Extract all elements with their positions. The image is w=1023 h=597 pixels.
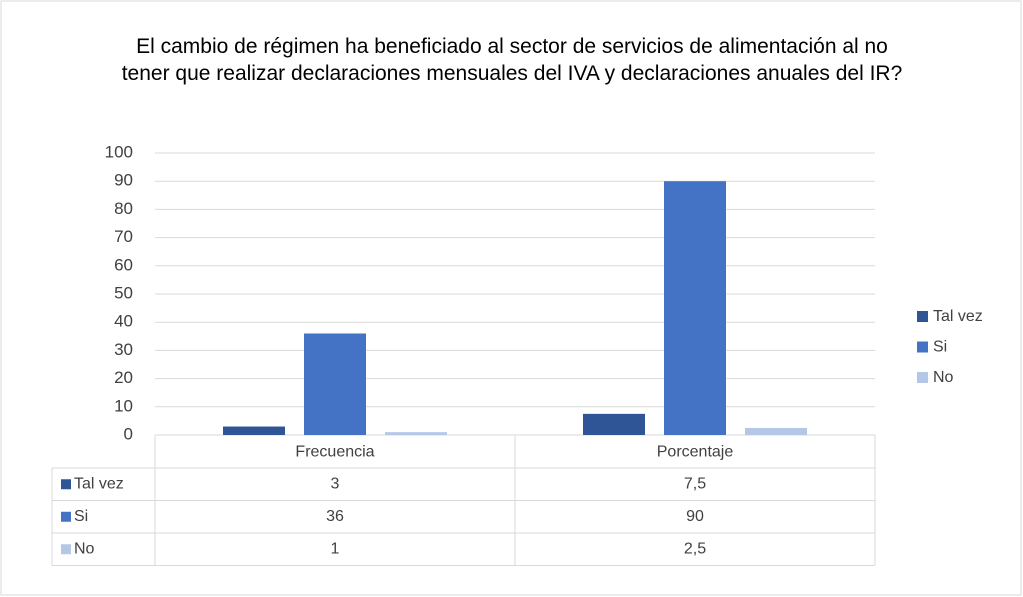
table-legend-swatch <box>61 511 71 522</box>
bar <box>223 426 285 435</box>
legend-swatch <box>917 311 928 322</box>
y-tick-label: 20 <box>114 368 133 387</box>
y-tick-label: 10 <box>114 396 133 415</box>
table-cell: 2,5 <box>684 540 706 557</box>
bar <box>745 427 807 435</box>
bar <box>664 181 726 435</box>
table-cell: 7,5 <box>684 475 706 492</box>
table-cell: 90 <box>686 508 704 525</box>
legend-swatch <box>917 372 928 383</box>
x-tick-label: Porcentaje <box>657 444 734 461</box>
y-tick-label: 90 <box>114 171 133 190</box>
y-tick-label: 100 <box>105 142 133 161</box>
bar <box>385 432 447 435</box>
table-cell: 36 <box>326 508 344 525</box>
table-cell: 1 <box>331 540 340 557</box>
legend-label: No <box>933 369 954 386</box>
y-tick-label: 60 <box>114 255 133 274</box>
legend-label: Tal vez <box>933 308 983 325</box>
bar <box>583 413 645 435</box>
table-legend-swatch <box>61 479 71 490</box>
table-cell: 3 <box>331 475 340 492</box>
y-tick-label: 70 <box>114 227 133 246</box>
legend-label: Si <box>933 339 947 356</box>
table-row-label: Si <box>74 508 88 525</box>
y-tick-label: 30 <box>114 340 133 359</box>
y-tick-label: 0 <box>124 424 133 443</box>
x-tick-label: Frecuencia <box>295 444 374 461</box>
y-tick-label: 40 <box>114 312 133 331</box>
legend-swatch <box>917 341 928 353</box>
table-legend-swatch <box>61 544 71 555</box>
y-tick-label: 50 <box>114 283 133 302</box>
table-row-label: No <box>74 540 95 557</box>
bar <box>304 333 366 435</box>
y-tick-label: 80 <box>114 199 133 218</box>
chart-title: El cambio de régimen ha beneficiado al s… <box>121 35 903 85</box>
table-row-label: Tal vez <box>74 475 124 492</box>
